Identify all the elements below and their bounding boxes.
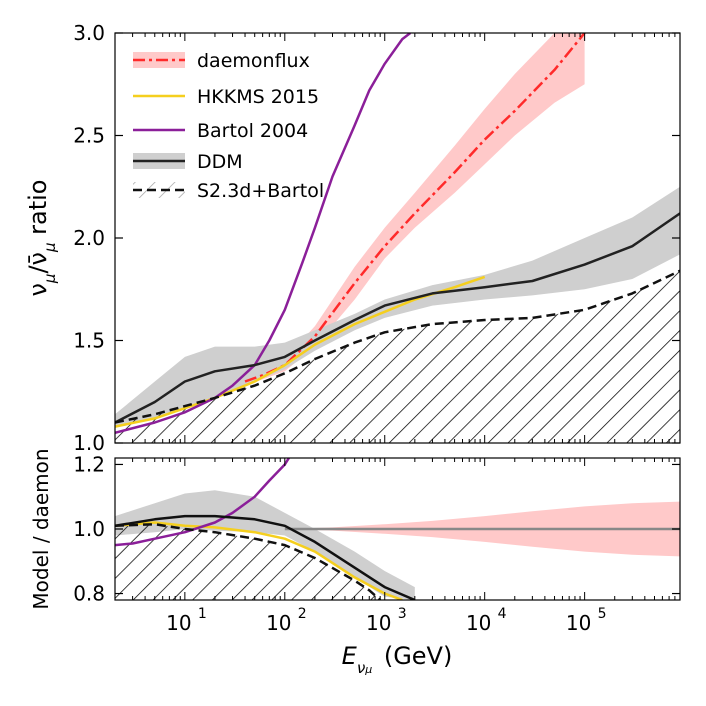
top-line-bartol-2004 (115, 33, 412, 435)
bottom-band-ddm (115, 490, 415, 600)
bottom-line-ddm (115, 514, 416, 600)
legend-label-daemonflux: daemonflux (197, 50, 310, 72)
legend-label-s23d: S2.3d+Bartol (197, 180, 324, 202)
y-sub-mu: μ (41, 274, 59, 285)
legend-label-ddm: DDM (197, 151, 243, 173)
legend-entry-bartol: Bartol 2004 (133, 120, 308, 142)
bottom-ytick-label: 0.8 (73, 582, 105, 606)
x-unit: (GeV) (376, 642, 452, 670)
top-y-axis-label: νμ/ν̄μ ratio (24, 180, 59, 297)
x-sub-mu: μ (364, 663, 372, 676)
bottom-xtick-label-exp: 1 (198, 606, 207, 622)
bottom-xtick-label-exp: 3 (398, 606, 407, 622)
legend-hatch-s23d (133, 182, 185, 198)
bottom-panel: 0.8 1.0 1.2 10 1 10 2 10 3 10 4 10 5 Model / daemon… (29, 448, 681, 677)
top-hatched-region (115, 270, 680, 443)
bottom-xtick-label-exp: 4 (498, 606, 507, 622)
legend-label-bartol: Bartol 2004 (197, 120, 308, 142)
top-ytick-label: 3.0 (73, 21, 105, 45)
bottom-line-s2-3d-bartol (115, 522, 382, 600)
legend-label-hkkms: HKKMS 2015 (197, 86, 319, 108)
top-ytick-label: 1.5 (73, 329, 105, 353)
bottom-xtick-label: 10 (566, 611, 591, 635)
top-x-ticks (114, 33, 681, 443)
x-sub-numu: ν (357, 659, 365, 677)
top-panel: 1.01.52.02.53.0 νμ/ν̄μ ratio daemonflux … (24, 21, 681, 455)
x-axis-label: Eνμ (GeV) (342, 642, 453, 677)
bottom-y-ticks: 0.8 1.0 1.2 (73, 452, 680, 606)
bottom-y-axis-label: Model / daemon (29, 448, 53, 609)
bottom-xtick-label: 10 (466, 611, 491, 635)
bottom-x-ticks: 10 1 10 2 10 3 10 4 10 5 (114, 458, 681, 635)
top-ytick-label: 1.0 (73, 431, 105, 455)
y-slash: /ν̄ (24, 252, 52, 274)
bottom-ytick-label: 1.0 (73, 517, 105, 541)
bottom-xtick-label: 10 (266, 611, 291, 635)
bottom-hatched-region (115, 524, 381, 600)
bottom-line-hkkms-2015 (115, 521, 403, 600)
bottom-xtick-label: 10 (166, 611, 191, 635)
top-band-daemonflux (245, 33, 585, 386)
top-y-ticks: 1.0 1.5 2.0 2.5 3.0 (73, 21, 680, 455)
bottom-series-lines (115, 458, 680, 600)
top-series-lines (115, 33, 680, 435)
bottom-xtick-label-exp: 5 (598, 606, 607, 622)
y-ratio: ratio (24, 180, 52, 243)
legend-entry-daemonflux: daemonflux (133, 50, 310, 72)
top-ytick-label: 2.5 (73, 124, 105, 148)
top-ytick-label: 2.0 (73, 226, 105, 250)
legend: daemonflux HKKMS 2015 Bartol 2004 DDM S2… (133, 50, 324, 202)
x-E: E (342, 642, 358, 670)
top-line-s2-3d-bartol (115, 269, 680, 424)
legend-entry-s23d: S2.3d+Bartol (133, 180, 324, 202)
top-y-axis-label-text: ν (24, 283, 52, 296)
y-sub-mu-2: μ (41, 242, 59, 253)
bottom-xtick-label: 10 (366, 611, 391, 635)
legend-entry-hkkms: HKKMS 2015 (133, 86, 319, 108)
bottom-ytick-label: 1.2 (73, 452, 105, 476)
bottom-xtick-label-exp: 2 (298, 606, 307, 622)
legend-entry-ddm: DDM (133, 151, 243, 173)
top-line-ddm (115, 212, 680, 424)
